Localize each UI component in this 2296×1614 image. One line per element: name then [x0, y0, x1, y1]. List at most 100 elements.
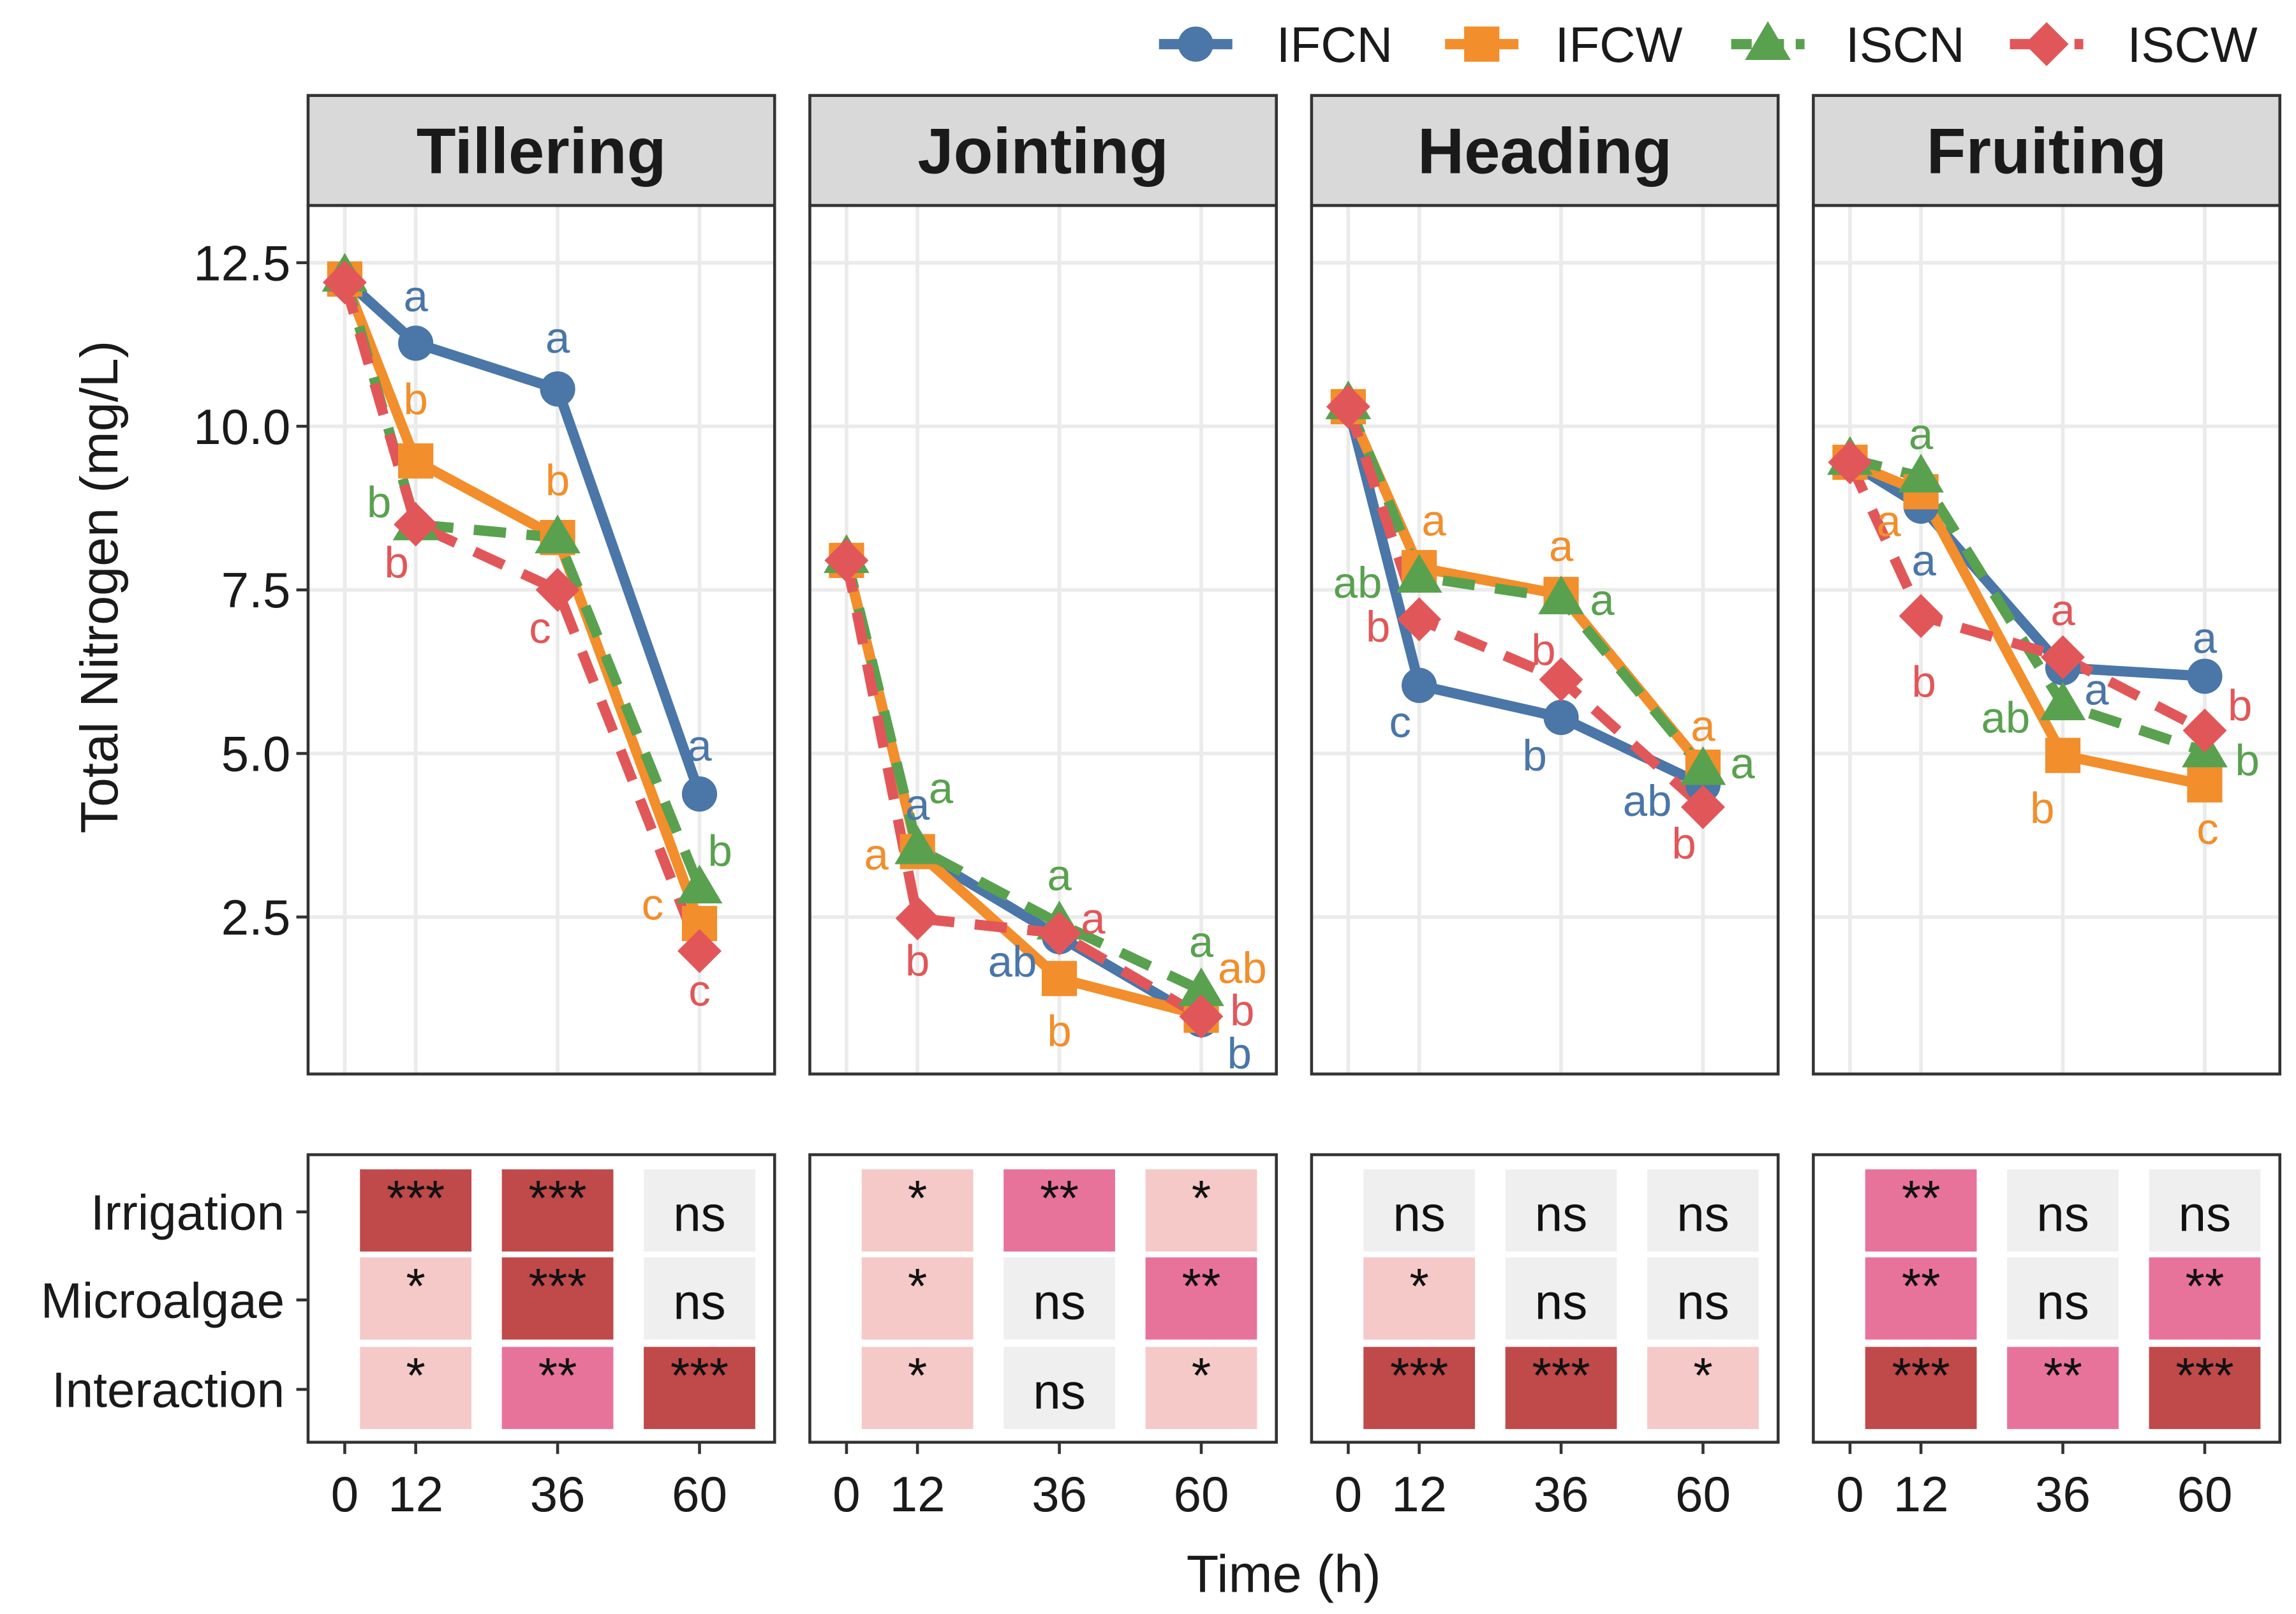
significance-letter: b — [707, 826, 732, 875]
heatmap-label: *** — [1892, 1347, 1950, 1403]
legend: IFCN IFCW ISCN ISCW — [1159, 17, 2258, 73]
heatmap-label: ** — [2186, 1257, 2225, 1314]
plot-border — [808, 204, 1278, 1076]
significance-letter: b — [905, 937, 930, 986]
data-point-iscn — [1178, 967, 1224, 1007]
heatmap-row-label: Microalgae — [41, 1272, 285, 1328]
data-point-ifcw — [1041, 961, 1078, 996]
x-tick-label: 36 — [530, 1466, 586, 1522]
heatmap-tile — [1865, 1347, 1977, 1430]
heatmap-tile — [1004, 1347, 1115, 1430]
heatmap-tile — [2149, 1347, 2261, 1430]
series-line-ifcw — [339, 277, 705, 926]
series-line-iscw — [841, 559, 1204, 1021]
heatmap-label: * — [908, 1347, 927, 1403]
significance-heatmap: * ** ** ns *** ns * — [808, 1153, 1278, 1444]
y-tick-label: 12.5 — [193, 235, 290, 291]
plot-border — [1812, 204, 2282, 1076]
heatmap-label: ns — [1033, 1363, 1086, 1419]
panel-title: Heading — [1418, 115, 1672, 188]
series-line-ifcn — [1847, 457, 2205, 682]
significance-letter: a — [905, 780, 930, 829]
legend-item-ifcn: IFCN — [1159, 17, 1393, 73]
heatmap-label: ns — [673, 1186, 726, 1242]
series-line-ifcw — [841, 559, 1203, 1021]
heatmap-tile — [2149, 1169, 2261, 1252]
data-point-iscw — [394, 502, 438, 547]
heatmap-tile — [861, 1169, 974, 1252]
significance-letter: b — [403, 375, 427, 424]
data-point-iscw — [1397, 597, 1442, 642]
data-point-iscw — [895, 896, 940, 941]
data-point-iscw — [2041, 635, 2085, 679]
significance-letter: b — [1366, 602, 1390, 651]
heatmap-label: ns — [673, 1274, 726, 1330]
significance-letter: a — [1691, 702, 1715, 751]
series-line-iscw — [1343, 404, 1707, 811]
heatmap-label: * — [908, 1257, 927, 1314]
x-tick-label: 36 — [1534, 1466, 1589, 1522]
x-tick-label: 12 — [1893, 1466, 1949, 1522]
heatmap-label: *** — [528, 1257, 586, 1314]
y-axis-title: Total Nitrogen (mg/L) — [70, 341, 129, 834]
y-tick-label: 7.5 — [221, 562, 291, 618]
data-point-ifcn — [1402, 667, 1437, 703]
significance-letter: a — [1876, 496, 1901, 545]
significance-letter: c — [529, 603, 551, 653]
heatmap-tile — [1004, 1169, 1115, 1252]
heatmap-label: * — [1192, 1169, 1211, 1225]
legend-triangle-icon — [1745, 21, 1791, 61]
x-tick-label: 36 — [1032, 1466, 1087, 1522]
heatmap-label: ns — [2036, 1274, 2089, 1330]
legend-diamond-icon — [2024, 22, 2069, 66]
data-point-iscn — [1898, 454, 1944, 493]
x-tick-label: 0 — [1836, 1466, 1863, 1522]
legend-label: IFCW — [1555, 17, 1683, 73]
legend-label: ISCW — [2128, 17, 2258, 73]
significance-letter: b — [1912, 658, 1936, 707]
heatmap-label: ns — [1535, 1274, 1588, 1330]
significance-letter: a — [864, 830, 889, 879]
heatmap-tile — [2007, 1169, 2119, 1252]
x-tick-label: 60 — [1675, 1466, 1731, 1522]
heatmap-label: * — [406, 1257, 425, 1314]
x-tick-label: 60 — [1174, 1466, 1229, 1522]
significance-letter: b — [1230, 986, 1254, 1035]
significance-letter: ab — [1623, 776, 1672, 826]
heatmap-tile — [1647, 1347, 1759, 1430]
data-point-iscw — [535, 568, 580, 612]
data-point-iscw — [1899, 594, 1943, 639]
heatmap-tile — [1363, 1347, 1476, 1430]
data-point-ifcn — [2187, 658, 2223, 694]
significance-letter: a — [545, 313, 570, 362]
heatmap-tile — [1145, 1347, 1257, 1430]
heatmap-label: ** — [1902, 1169, 1941, 1225]
heatmap-tile — [2149, 1257, 2261, 1340]
significance-letter: b — [1047, 1007, 1071, 1056]
heatmap-tile — [1363, 1257, 1476, 1340]
data-point-iscn — [894, 825, 941, 864]
significance-letter: b — [367, 478, 391, 527]
series-line-iscn — [841, 556, 1204, 995]
significance-letter: a — [2084, 665, 2109, 714]
plot-area — [1311, 205, 1779, 1074]
heatmap-label: ** — [2043, 1347, 2082, 1403]
series-line-iscn — [1343, 401, 1707, 773]
y-tick-label: 5.0 — [221, 726, 291, 782]
series-line-ifcw — [1848, 457, 2206, 790]
heatmap-label: ns — [1535, 1186, 1588, 1242]
significance-letter: b — [1227, 1029, 1252, 1078]
x-tick-label: 36 — [2035, 1466, 2091, 1522]
heatmap-tile — [1505, 1169, 1617, 1252]
panel-strip — [306, 94, 776, 207]
significance-letter: b — [2228, 681, 2252, 730]
panel-title: Jointing — [917, 115, 1168, 188]
significance-letter: a — [1549, 521, 1574, 570]
significance-letter: a — [687, 721, 712, 770]
significance-letter: a — [1421, 496, 1446, 545]
heatmap-label: *** — [387, 1169, 445, 1225]
plot-border — [1310, 204, 1780, 1076]
y-axis: 2.5 5.0 7.5 10.0 12.5 Irrigation Microalgae Int… — [41, 235, 308, 1418]
heatmap-tile — [360, 1257, 472, 1340]
